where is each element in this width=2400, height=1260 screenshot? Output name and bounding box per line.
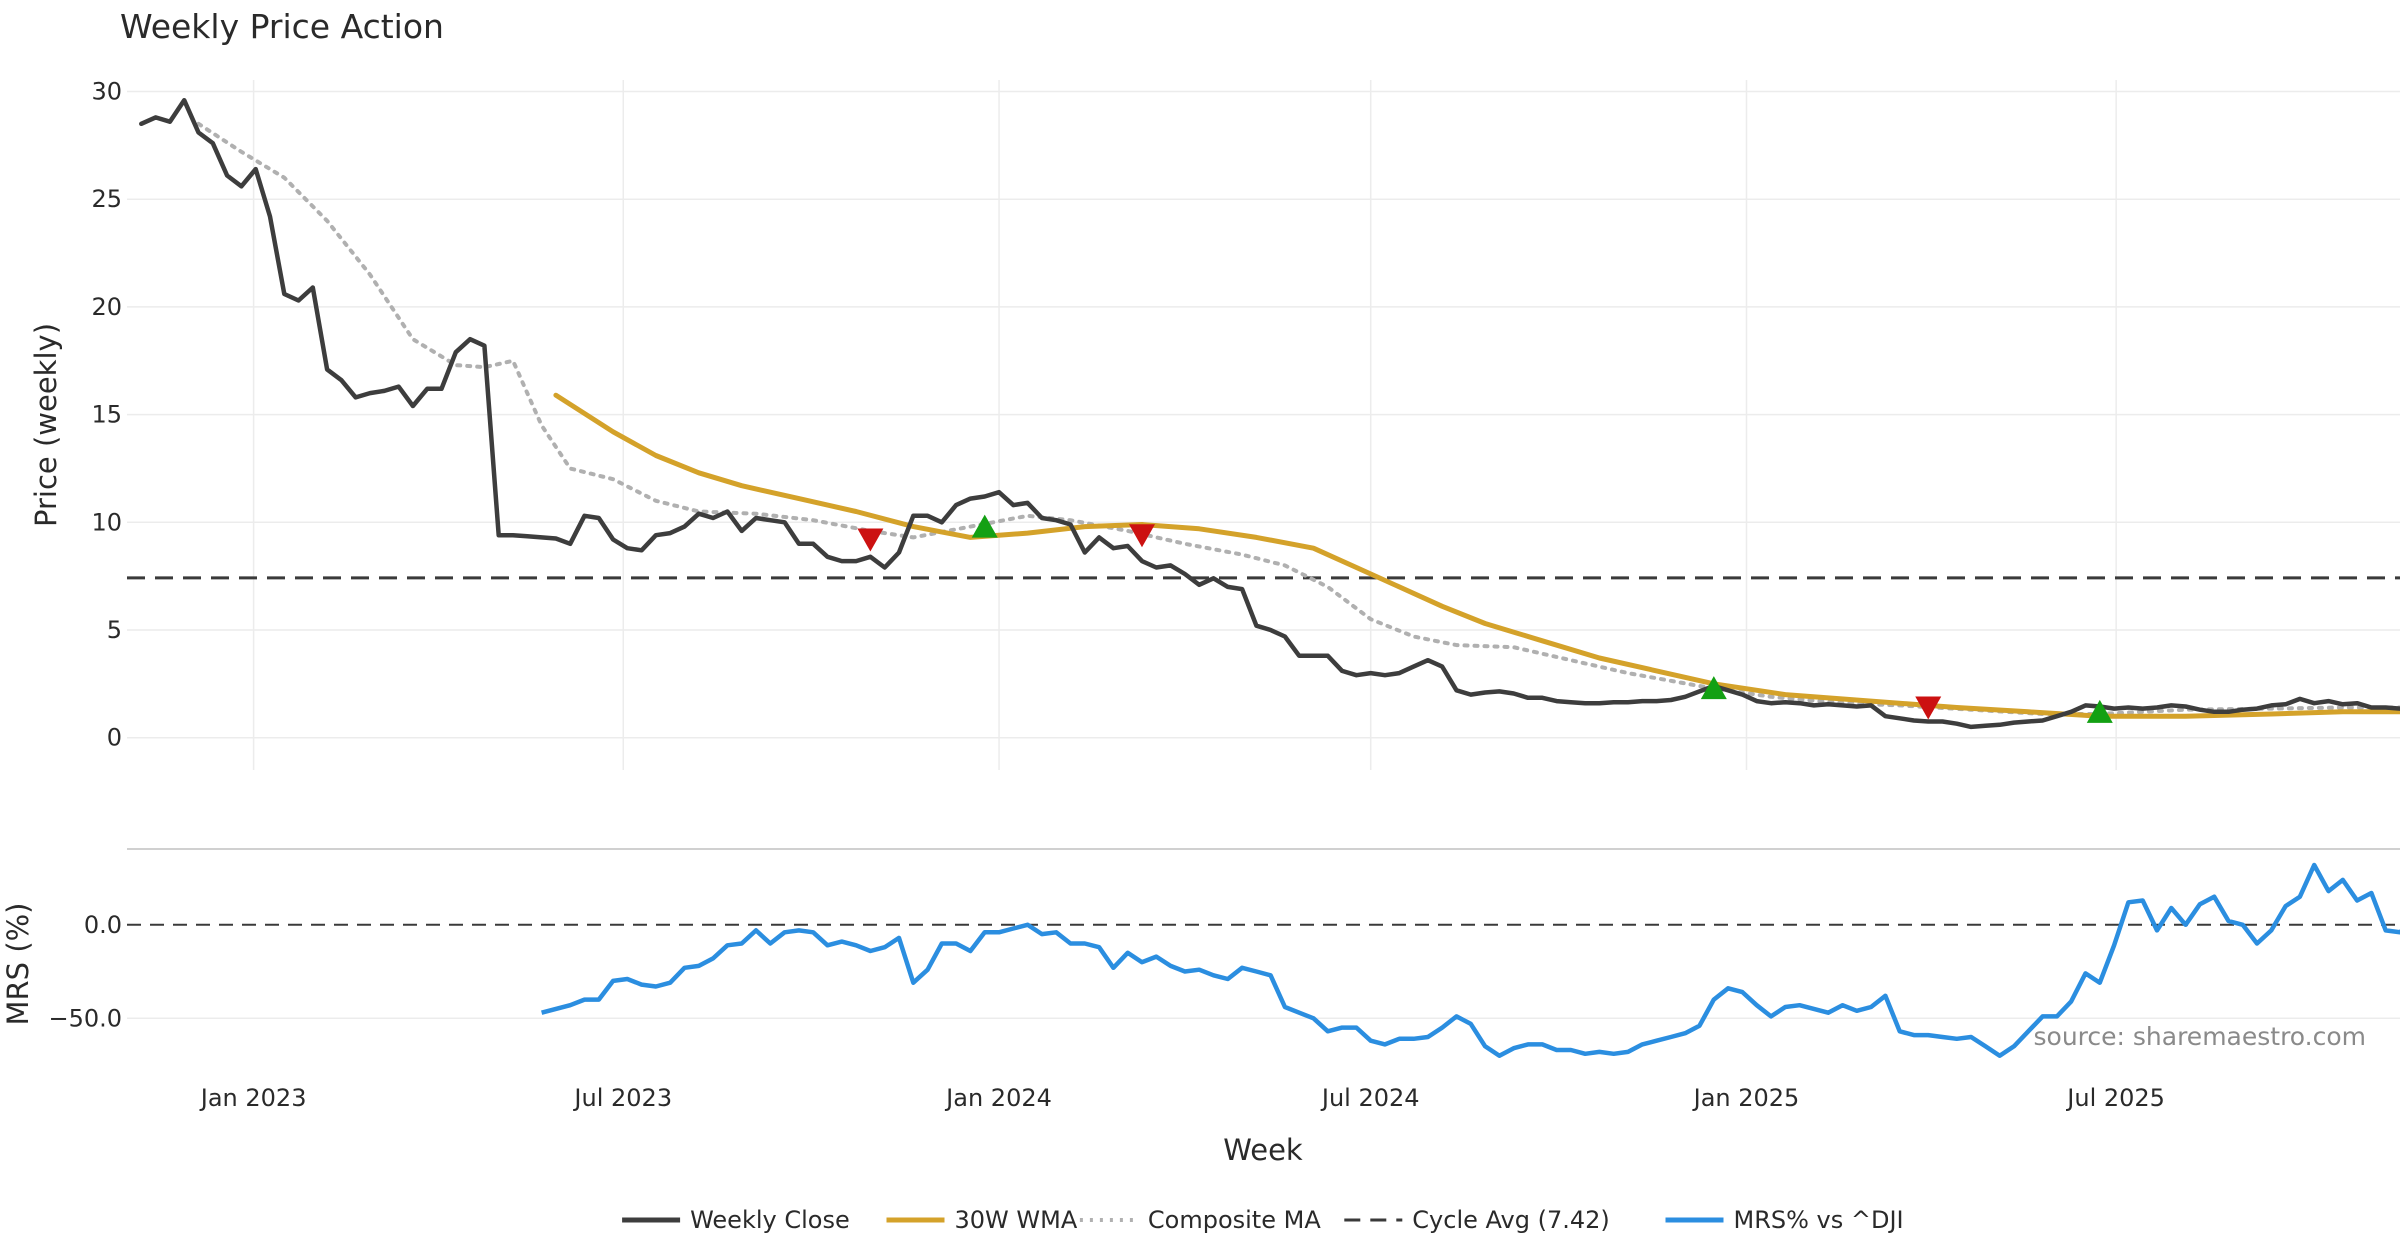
legend-item: Weekly Close bbox=[622, 1206, 850, 1234]
legend: Weekly Close 30W WMA Composite MA Cycle Avg… bbox=[622, 1206, 1904, 1234]
mrs-y-tick-label: −50.0 bbox=[48, 1004, 122, 1032]
buy-signal-marker bbox=[2086, 699, 2113, 723]
price-y-tick-label: 5 bbox=[107, 616, 122, 644]
x-tick-label: Jan 2023 bbox=[199, 1084, 307, 1112]
price-y-tick-label: 0 bbox=[107, 724, 122, 752]
legend-label: Cycle Avg (7.42) bbox=[1412, 1206, 1609, 1234]
mrs-line bbox=[541, 862, 2400, 1058]
price-gridlines bbox=[127, 80, 2400, 770]
mrs-y-tick-labels: 0.0 −50.0 bbox=[48, 911, 122, 1032]
price-panel: 0 5 10 15 20 25 30 Price (weekly) bbox=[29, 78, 2400, 770]
price-y-axis-label: Price (weekly) bbox=[29, 323, 63, 527]
price-series-layer bbox=[127, 97, 2400, 730]
legend-label: Weekly Close bbox=[690, 1206, 850, 1234]
weekly-close-line bbox=[139, 97, 2400, 730]
buy-signal-marker bbox=[1700, 676, 1727, 700]
x-tick-label: Jul 2024 bbox=[1320, 1084, 1420, 1112]
price-y-tick-label: 15 bbox=[91, 401, 122, 429]
30w-wma-line bbox=[553, 392, 2400, 719]
price-y-tick-label: 30 bbox=[91, 78, 122, 106]
mrs-series-layer bbox=[541, 862, 2400, 1058]
signal-markers bbox=[857, 514, 2113, 723]
chart-title: Weekly Price Action bbox=[120, 7, 444, 46]
legend-item: 30W WMA bbox=[886, 1206, 1078, 1234]
x-axis-label: Week bbox=[1223, 1133, 1303, 1167]
mrs-panel: 0.0 −50.0 MRS (%) source: sharemaestro.co… bbox=[1, 862, 2400, 1058]
price-y-tick-label: 25 bbox=[91, 185, 122, 213]
buy-signal-marker bbox=[971, 514, 998, 538]
mrs-y-tick-label: 0.0 bbox=[84, 911, 122, 939]
legend-label: Composite MA bbox=[1148, 1206, 1321, 1234]
sell-signal-marker bbox=[1915, 696, 1942, 720]
price-y-tick-labels: 0 5 10 15 20 25 30 bbox=[91, 78, 122, 752]
x-tick-label: Jul 2025 bbox=[2065, 1084, 2165, 1112]
source-note: source: sharemaestro.com bbox=[2034, 1022, 2367, 1051]
x-tick-label: Jan 2025 bbox=[1692, 1084, 1800, 1112]
legend-label: MRS% vs ^DJI bbox=[1734, 1206, 1904, 1234]
legend-item: Cycle Avg (7.42) bbox=[1344, 1206, 1610, 1234]
legend-label: 30W WMA bbox=[955, 1206, 1078, 1234]
sell-signal-marker bbox=[1128, 524, 1155, 548]
sell-signal-marker bbox=[857, 528, 884, 552]
composite-ma-line bbox=[196, 121, 2400, 716]
x-tick-label: Jul 2023 bbox=[572, 1084, 672, 1112]
mrs-gridlines bbox=[127, 923, 2400, 1020]
price-y-tick-label: 20 bbox=[91, 293, 122, 321]
x-tick-labels: Jan 2023 Jul 2023 Jan 2024 Jul 2024 Jan 2025… bbox=[199, 1084, 2165, 1112]
mrs-y-axis-label: MRS (%) bbox=[1, 903, 35, 1026]
legend-item: Composite MA bbox=[1079, 1206, 1321, 1234]
x-tick-label: Jan 2024 bbox=[944, 1084, 1052, 1112]
legend-item: MRS% vs ^DJI bbox=[1665, 1206, 1904, 1234]
price-y-tick-label: 10 bbox=[91, 508, 122, 536]
